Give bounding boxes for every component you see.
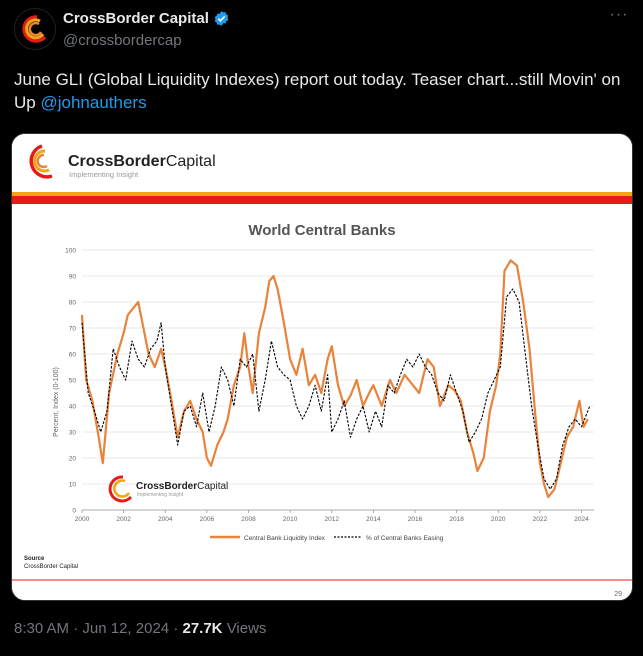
handle[interactable]: @crossbordercap (63, 32, 182, 49)
x-tick-label: 2020 (491, 516, 506, 523)
series-line-liquidity (80, 259, 589, 499)
x-tick-label: 2014 (366, 516, 381, 523)
y-tick-label: 40 (69, 404, 77, 411)
separator: · (173, 620, 183, 637)
legend-label-easing: % of Central Banks Easing (366, 535, 444, 542)
x-tick-label: 2010 (283, 516, 298, 523)
x-tick-label: 2016 (408, 516, 423, 523)
x-tick-label: 2004 (158, 516, 173, 523)
tweet-body: June GLI (Global Liquidity Indexes) repo… (14, 70, 621, 112)
slide-logo-brand-bold: CrossBorder (68, 153, 166, 170)
y-axis-label: Percent, Index (0-100) (53, 367, 60, 437)
y-tick-label: 20 (69, 456, 77, 463)
slide-logo-brand-light: Capital (166, 153, 216, 170)
x-tick-label: 2024 (574, 516, 589, 523)
y-tick-label: 80 (69, 300, 77, 307)
verified-badge-icon (214, 11, 229, 26)
chart-legend: Central Bank Liquidity Index % of Centra… (210, 535, 444, 542)
y-tick-label: 100 (65, 248, 76, 255)
y-tick-label: 60 (69, 352, 77, 359)
tweet-header: CrossBorder Capital @crossbordercap ··· (14, 6, 629, 58)
series-line-easing (81, 288, 591, 490)
watermark-tagline: Implementing Insight (137, 492, 184, 498)
slide-logo-icon (29, 144, 53, 179)
chart-watermark: CrossBorderCapital Implementing Insight (108, 475, 228, 503)
chart-title: World Central Banks (248, 222, 395, 239)
svg-text:CrossBorderCapital: CrossBorderCapital (68, 153, 216, 170)
tweet-media-image[interactable]: CrossBorderCapital Implementing Insight … (11, 133, 633, 601)
x-tick-label: 2022 (533, 516, 548, 523)
crossborder-logo-icon (15, 9, 55, 49)
source-label: Source (24, 556, 45, 562)
views-label: Views (226, 620, 267, 637)
chart-plot-area: 0 10 20 30 40 50 60 70 80 90 100 2000 2002 2004 2006 20… (65, 248, 594, 523)
y-tick-label: 10 (69, 482, 77, 489)
y-tick-label: 0 (72, 508, 76, 515)
separator: · (73, 620, 83, 637)
tweet-footer: 8:30 AM · Jun 12, 2024 · 27.7K Views (14, 620, 266, 637)
y-tick-label: 70 (69, 326, 77, 333)
x-tick-label: 2000 (75, 516, 90, 523)
tweet-time[interactable]: 8:30 AM (14, 620, 70, 637)
slide-top-band (12, 196, 632, 204)
more-options-icon[interactable]: ··· (609, 6, 629, 23)
x-tick-label: 2002 (116, 516, 131, 523)
y-tick-label: 30 (69, 430, 77, 437)
display-name[interactable]: CrossBorder Capital (63, 10, 209, 27)
name-row: CrossBorder Capital (63, 10, 230, 27)
slide-logo-tagline: Implementing Insight (69, 170, 139, 179)
tweet-text: June GLI (Global Liquidity Indexes) repo… (14, 68, 624, 114)
legend-label-liquidity: Central Bank Liquidity Index (244, 535, 326, 542)
mention-link[interactable]: @johnauthers (40, 93, 147, 112)
avatar[interactable] (14, 8, 56, 50)
slide-stripe (12, 192, 632, 196)
y-tick-label: 50 (69, 378, 77, 385)
x-tick-label: 2018 (449, 516, 464, 523)
slide-image: CrossBorderCapital Implementing Insight … (12, 134, 632, 600)
watermark-brand-light: Capital (197, 481, 228, 492)
x-tick-label: 2008 (241, 516, 256, 523)
source-value: CrossBorder Capital (24, 564, 78, 570)
y-tick-label: 90 (69, 274, 77, 281)
slide-page-number: 29 (614, 591, 622, 598)
svg-text:CrossBorderCapital: CrossBorderCapital (136, 481, 228, 492)
tweet-date[interactable]: Jun 12, 2024 (82, 620, 170, 637)
x-tick-label: 2012 (325, 516, 340, 523)
watermark-brand-bold: CrossBorder (136, 481, 197, 492)
views-count: 27.7K (182, 620, 223, 637)
x-tick-label: 2006 (200, 516, 215, 523)
